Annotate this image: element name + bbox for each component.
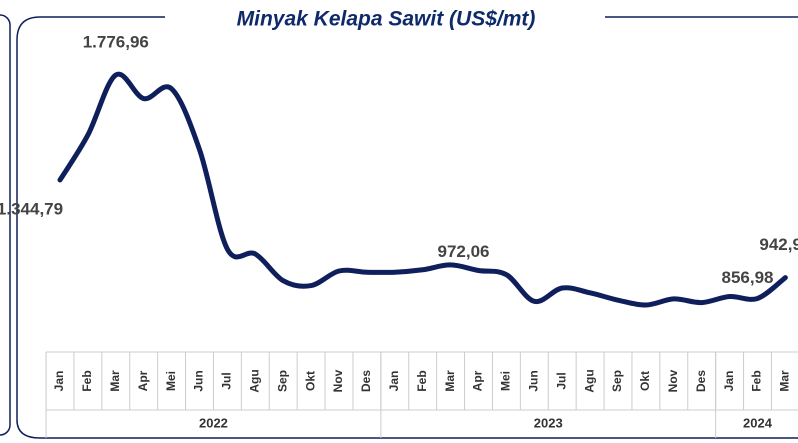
data-label: 942,92	[759, 235, 798, 254]
year-label: 2022	[199, 415, 228, 430]
x-tick-label: Jun	[526, 370, 540, 391]
x-tick-label: Agu	[247, 369, 261, 392]
x-tick-label: Jan	[722, 371, 736, 392]
x-tick-label: Mar	[778, 370, 792, 392]
x-tick-label: Okt	[303, 371, 317, 391]
x-tick-label: Nov	[331, 369, 345, 392]
year-label: 2023	[534, 415, 563, 430]
x-tick-label: Mar	[443, 370, 457, 392]
x-tick-label: Feb	[750, 370, 764, 391]
x-tick-label: Des	[694, 370, 708, 392]
line	[57, 71, 788, 308]
year-label: 2024	[743, 415, 773, 430]
x-tick-label: Jan	[387, 371, 401, 392]
frame	[16, 16, 798, 439]
x-tick-label: Sep	[610, 370, 624, 392]
x-tick-label: Apr	[136, 370, 150, 391]
x-tick-label: Mar	[108, 370, 122, 392]
x-tick-label: Jul	[220, 372, 234, 389]
x-tick-label: Okt	[638, 371, 652, 391]
x-tick-label: Des	[359, 370, 373, 392]
chart-title: Minyak Kelapa Sawit (US$/mt)	[237, 8, 536, 31]
x-tick-label: Nov	[666, 369, 680, 392]
x-tick-label: Agu	[582, 369, 596, 392]
x-tick-label: Jul	[554, 372, 568, 389]
data-label: 1.776,96	[83, 32, 149, 51]
x-tick-label: Mei	[499, 371, 513, 391]
x-tick-label: Apr	[471, 370, 485, 391]
x-tick-label: Jun	[192, 370, 206, 391]
x-tick-label: Mei	[164, 371, 178, 391]
data-label: 972,06	[438, 242, 490, 261]
x-tick-label: Sep	[275, 370, 289, 392]
data-label: 1.344,79	[0, 199, 63, 218]
x-tick-label: Jan	[52, 371, 66, 392]
left-panel-edge	[0, 14, 11, 436]
x-tick-label: Feb	[415, 370, 429, 391]
data-label: 856,98	[722, 268, 774, 287]
x-tick-label: Feb	[80, 370, 94, 391]
